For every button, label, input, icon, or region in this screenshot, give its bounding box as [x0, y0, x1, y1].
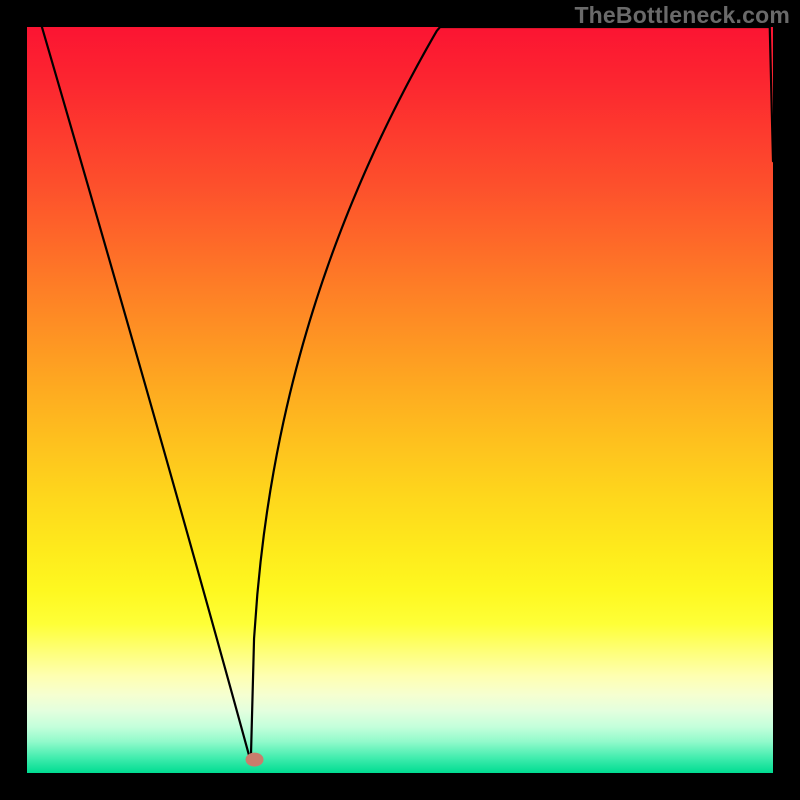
- watermark-text: TheBottleneck.com: [574, 2, 790, 29]
- optimal-point-marker: [246, 753, 264, 767]
- outer-frame: TheBottleneck.com: [0, 0, 800, 800]
- chart-background: [27, 27, 773, 773]
- bottleneck-chart: [27, 27, 773, 773]
